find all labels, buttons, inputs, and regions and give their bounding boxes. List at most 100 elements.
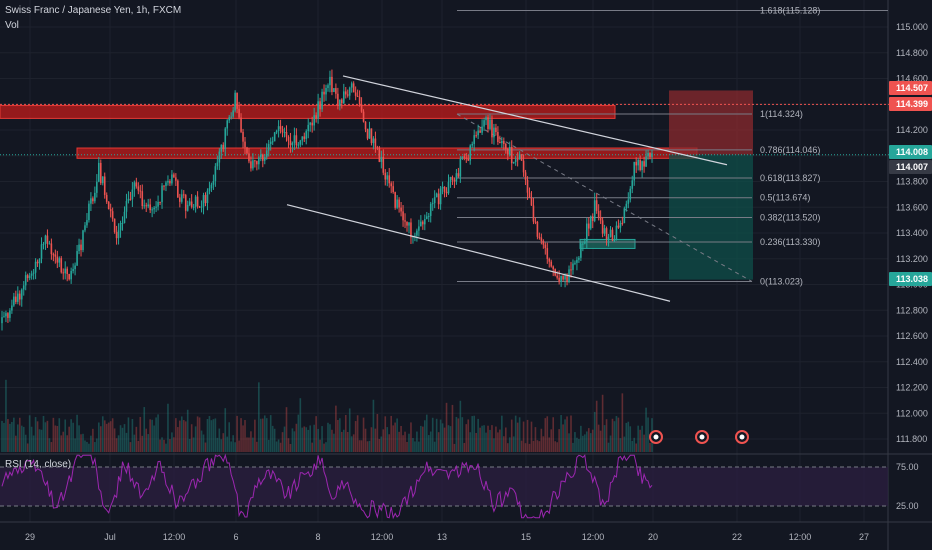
candle-body [15,296,17,302]
candle-body [429,203,432,216]
candle-body [155,206,157,208]
candle-body [210,184,213,189]
volume-bar [317,428,319,452]
price-axis-label: 113.800 [896,177,928,187]
candle-body [238,108,240,118]
candle-body [64,268,67,274]
rsi-axis-label: 25.00 [896,501,919,511]
volume-bar [143,407,146,452]
candle-body [84,225,86,231]
volume-bar [159,439,161,452]
volume-bar [508,437,511,452]
volume-bar [285,407,288,452]
volume-bar [9,423,11,452]
candles [1,69,653,331]
resistance-zone-upper [0,105,616,119]
volume-bar [220,439,223,452]
candle-body [364,121,367,130]
event-icons[interactable] [649,430,749,444]
volume-bar [94,442,96,452]
volume-bar [601,394,604,452]
fib-level-label: 0.236(113.330) [760,237,820,247]
candle-body [546,248,549,259]
volume-bar [623,436,626,452]
candle-body [435,193,438,198]
volume-bar [374,428,377,452]
candle-body [228,117,231,121]
volume-bar [188,438,191,452]
candle-body [522,160,525,173]
candle-body [404,220,406,222]
volume-bar [72,422,74,452]
candle-body [406,221,408,226]
candle-body [445,191,448,194]
volume-bar [196,416,199,452]
volume-bar [307,429,310,452]
volume-bar [576,437,578,452]
candle-body [574,262,576,264]
fib-retracement[interactable]: 1.618(115.128) 1(114.324) 0.786(114.046) 0.… [0,6,932,287]
candle-body [449,177,452,182]
candle-body [311,122,313,126]
volume-bar [485,432,487,452]
candle-body [175,177,177,181]
volume-bar [141,435,144,452]
candle-body [167,180,169,183]
volume-bar [208,416,211,452]
volume-bar [58,418,61,452]
volume-bar [265,418,268,452]
volume-bar [570,415,572,452]
volume-bar [538,441,541,452]
event-icon-dot [739,434,745,440]
candle-body [145,205,148,207]
candle-body [287,136,290,141]
volume-bar [115,438,118,452]
volume-bar [107,422,110,452]
volume-bar [224,408,227,452]
volume-bar [260,418,262,452]
volume-bar [26,443,29,452]
candle-body [301,136,304,141]
rsi-axis-label: 75.00 [896,462,919,472]
trend-lines[interactable] [286,75,728,302]
candle-body [303,136,306,139]
volume-bar [80,434,82,452]
volume-bar [261,418,264,452]
fib-level-label: 1.618(115.128) [760,6,820,16]
volume-label: Vol [5,20,19,31]
candle-body [469,145,472,161]
volume-bar [451,404,454,452]
volume-bar [62,431,65,452]
volume-bar [410,422,412,452]
volume-bar [443,427,446,452]
time-axis-label: 12:00 [371,532,394,542]
volume-bar [558,429,560,452]
candle-body [605,228,608,240]
volume-bar [327,422,329,452]
candle-body [504,143,507,150]
volume-bar [50,442,53,452]
candle-body [497,132,499,143]
price-tag [889,272,932,286]
candle-body [192,206,195,208]
volume-bar [279,442,282,452]
volume-bar [54,425,57,452]
candle-body [36,261,39,264]
volume-bar [396,418,398,452]
candle-body [623,208,626,224]
volume-bar [605,419,608,452]
candle-body [129,198,132,200]
candle-body [202,195,205,207]
candle-body [173,174,175,178]
volume-bar [119,425,122,452]
volume-bar [145,428,148,452]
candle-body [24,275,27,286]
fib-level-label: 0(113.023) [760,277,803,287]
volume-bar [350,436,353,452]
time-axis-label: 29 [25,532,35,542]
volume-bar [603,425,606,452]
candle-body [354,92,357,96]
candle-body [356,95,359,97]
volume-bar [483,425,485,452]
